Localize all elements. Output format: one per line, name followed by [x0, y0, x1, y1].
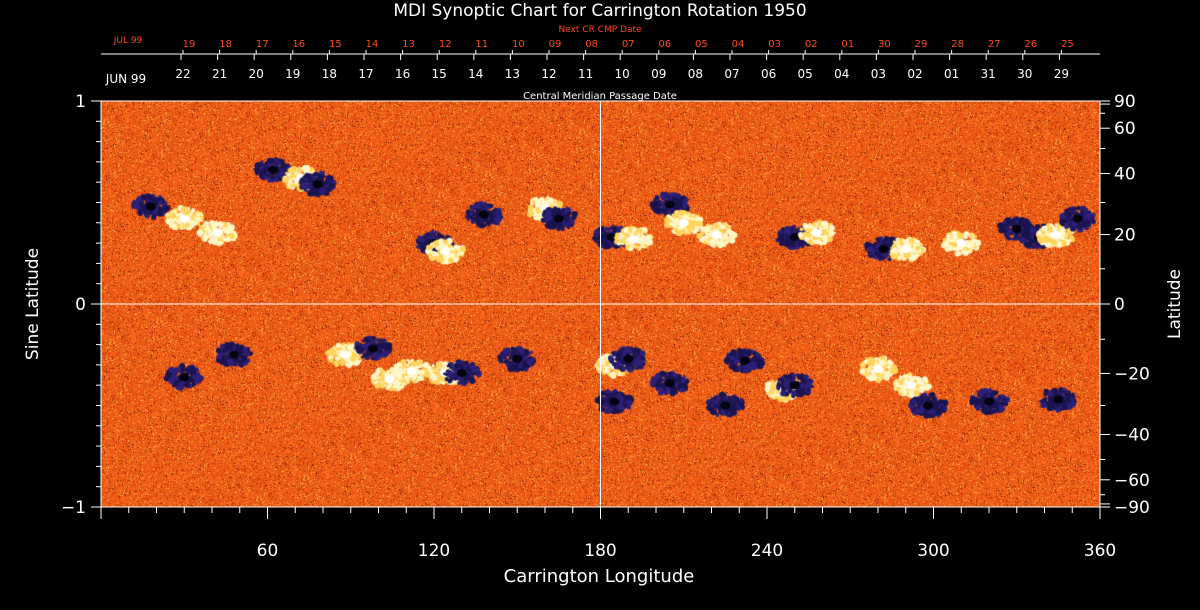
- latitude-tick-label: 90: [1114, 92, 1136, 112]
- cmp-date-label: 12: [541, 67, 556, 81]
- cmp-axis-label: Central Meridian Passage Date: [523, 91, 677, 102]
- x-tick-label: 120: [418, 541, 450, 561]
- x-tick-label: 60: [257, 541, 279, 561]
- next-date-label: 16: [292, 39, 305, 50]
- cmp-date-label: 16: [395, 67, 410, 81]
- next-date-label: 17: [256, 39, 269, 50]
- cmp-date-label: 17: [358, 67, 373, 81]
- x-axis-label: Carrington Longitude: [504, 566, 695, 587]
- cmp-date-label: 20: [249, 67, 264, 81]
- y-left-tick-label: 0: [75, 295, 86, 315]
- latitude-tick-label: −60: [1114, 471, 1150, 491]
- cmp-date-label: 14: [468, 67, 483, 81]
- latitude-tick-label: 60: [1114, 119, 1136, 139]
- next-date-label: 27: [988, 39, 1001, 50]
- next-date-label: 12: [439, 39, 452, 50]
- cmp-date-label: 05: [798, 67, 813, 81]
- cmp-month-label: JUN 99: [105, 72, 146, 86]
- y-left-tick-label: 1: [75, 92, 86, 112]
- x-tick-label: 360: [1084, 541, 1116, 561]
- next-date-label: 01: [841, 39, 854, 50]
- x-tick-label: 180: [584, 541, 616, 561]
- latitude-tick-label: 20: [1114, 226, 1136, 246]
- cmp-date-label: 09: [651, 67, 666, 81]
- chart-title: MDI Synoptic Chart for Carrington Rotati…: [393, 1, 806, 21]
- latitude-tick-label: −20: [1114, 364, 1150, 384]
- cmp-date-label: 01: [944, 67, 959, 81]
- next-date-label: 07: [622, 39, 635, 50]
- next-date-label: 18: [219, 39, 232, 50]
- y-axis-label-right: Latitude: [1165, 269, 1185, 339]
- latitude-tick-label: 40: [1114, 165, 1136, 185]
- y-axis-label-left: Sine Latitude: [23, 248, 43, 360]
- next-date-label: 19: [183, 39, 196, 50]
- cmp-date-label: 31: [981, 67, 996, 81]
- next-date-label: 26: [1024, 39, 1037, 50]
- next-date-label: 30: [878, 39, 891, 50]
- cmp-date-label: 10: [615, 67, 630, 81]
- cmp-date-label: 15: [432, 67, 447, 81]
- next-date-label: 15: [329, 39, 342, 50]
- latitude-tick-label: −40: [1114, 425, 1150, 445]
- cmp-date-label: 08: [688, 67, 703, 81]
- next-date-label: 25: [1061, 39, 1074, 50]
- cmp-date-label: 29: [1054, 67, 1069, 81]
- next-date-label: 14: [366, 39, 379, 50]
- x-tick-label: 300: [917, 541, 949, 561]
- latitude-tick-label: −90: [1114, 498, 1150, 518]
- cmp-date-label: 07: [724, 67, 739, 81]
- next-cmp-axis-label: Next CR CMP Date: [558, 25, 642, 35]
- cmp-date-label: 19: [285, 67, 300, 81]
- latitude-tick-label: 0: [1114, 295, 1125, 315]
- next-date-label: 28: [951, 39, 964, 50]
- cmp-date-label: 06: [761, 67, 776, 81]
- cmp-date-label: 18: [322, 67, 337, 81]
- cmp-date-label: 02: [907, 67, 922, 81]
- next-month-label: JUL 99: [113, 36, 143, 46]
- cmp-date-label: 22: [175, 67, 190, 81]
- next-date-label: 08: [585, 39, 598, 50]
- cmp-date-label: 03: [871, 67, 886, 81]
- next-date-label: 10: [512, 39, 525, 50]
- next-date-label: 09: [549, 39, 562, 50]
- next-date-label: 04: [732, 39, 745, 50]
- next-date-label: 02: [805, 39, 818, 50]
- next-date-label: 03: [768, 39, 781, 50]
- cmp-date-label: 13: [505, 67, 520, 81]
- next-date-label: 13: [402, 39, 415, 50]
- y-left-tick-label: −1: [61, 498, 86, 518]
- cmp-date-label: 04: [834, 67, 849, 81]
- cmp-date-label: 30: [1017, 67, 1032, 81]
- cmp-date-label: 21: [212, 67, 227, 81]
- next-date-label: 11: [475, 39, 488, 50]
- cmp-date-label: 11: [578, 67, 593, 81]
- next-date-label: 29: [915, 39, 928, 50]
- x-tick-label: 240: [751, 541, 783, 561]
- next-date-label: 06: [658, 39, 671, 50]
- next-date-label: 05: [695, 39, 708, 50]
